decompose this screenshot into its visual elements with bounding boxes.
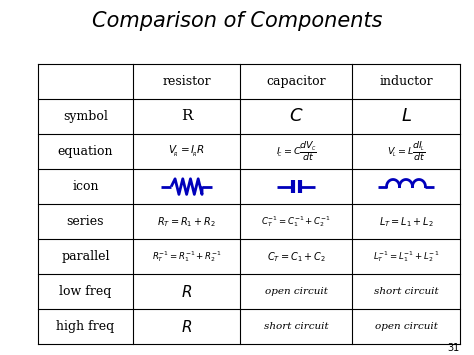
Text: $V_{\!_R}=I_{\!_R}R$: $V_{\!_R}=I_{\!_R}R$ <box>168 144 205 159</box>
Text: short circuit: short circuit <box>264 322 328 331</box>
Text: $I_{\!_C}=C\dfrac{dV_{\!_C}}{dt}$: $I_{\!_C}=C\dfrac{dV_{\!_C}}{dt}$ <box>276 140 317 163</box>
Text: symbol: symbol <box>63 110 108 123</box>
Text: $L_T=L_1+L_2$: $L_T=L_1+L_2$ <box>379 215 433 229</box>
Text: $R_T^{-1}=R_1^{-1}+R_2^{-1}$: $R_T^{-1}=R_1^{-1}+R_2^{-1}$ <box>152 249 221 264</box>
Text: $\mathit{C}$: $\mathit{C}$ <box>289 108 303 125</box>
Text: open circuit: open circuit <box>374 322 438 331</box>
Text: resistor: resistor <box>162 75 211 88</box>
Text: open circuit: open circuit <box>265 287 328 296</box>
Text: $C_T^{-1}=C_1^{-1}+C_2^{-1}$: $C_T^{-1}=C_1^{-1}+C_2^{-1}$ <box>261 214 331 229</box>
Text: capacitor: capacitor <box>266 75 326 88</box>
Text: equation: equation <box>58 145 113 158</box>
Text: short circuit: short circuit <box>374 287 438 296</box>
Text: $C_T=C_1+C_2$: $C_T=C_1+C_2$ <box>267 250 326 264</box>
Text: 31: 31 <box>447 343 460 353</box>
Text: Comparison of Components: Comparison of Components <box>92 11 382 31</box>
Text: inductor: inductor <box>379 75 433 88</box>
Text: R: R <box>181 109 192 124</box>
Text: $\mathit{L}$: $\mathit{L}$ <box>401 108 411 125</box>
Text: $V_{\!_L}=L\dfrac{dI_{\!_L}}{dt}$: $V_{\!_L}=L\dfrac{dI_{\!_L}}{dt}$ <box>387 140 425 163</box>
Text: series: series <box>67 215 104 228</box>
Text: icon: icon <box>72 180 99 193</box>
Text: parallel: parallel <box>61 250 109 263</box>
Text: $R$: $R$ <box>181 284 192 300</box>
Text: $R$: $R$ <box>181 319 192 335</box>
Text: $R_T=R_1+R_2$: $R_T=R_1+R_2$ <box>157 215 216 229</box>
Text: low freq: low freq <box>59 285 111 298</box>
Text: $L_T^{-1}=L_1^{-1}+L_2^{-1}$: $L_T^{-1}=L_1^{-1}+L_2^{-1}$ <box>373 249 439 264</box>
Text: high freq: high freq <box>56 320 115 333</box>
